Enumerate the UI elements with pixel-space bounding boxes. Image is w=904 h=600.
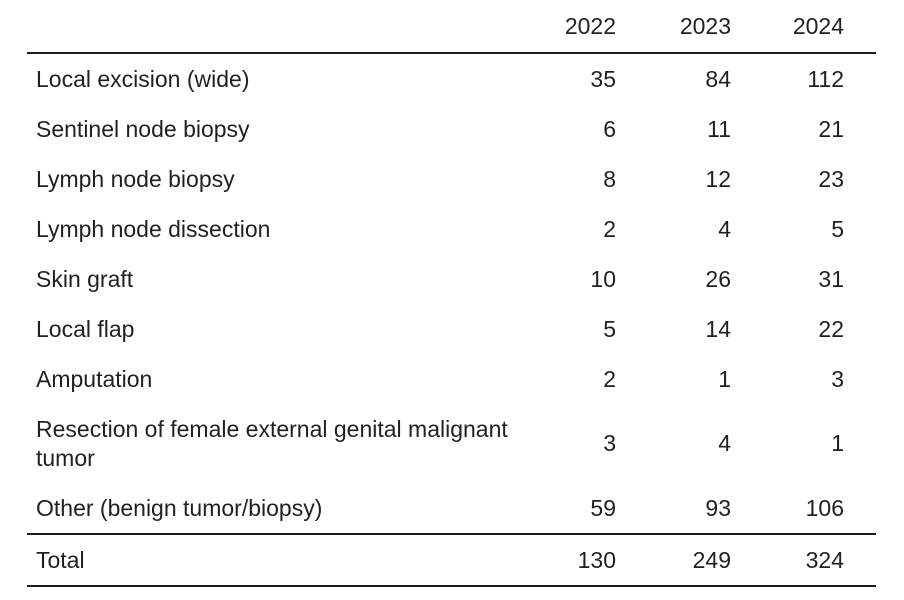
cell-value: 84: [705, 65, 731, 92]
table-row: Resection of female external genital mal…: [27, 404, 876, 483]
cell-value: 5: [831, 215, 844, 242]
total-label: Total: [27, 533, 520, 587]
procedures-by-year-table: 2022 2023 2024 Local excision (wide) 35 …: [27, 0, 876, 587]
cell-value: 12: [705, 165, 731, 192]
cell-value: 1: [831, 430, 844, 456]
cell-value: 59: [590, 494, 616, 521]
header-year-2022: 2022: [520, 0, 616, 54]
cell-value: 2: [603, 365, 616, 392]
cell-value: 3: [603, 430, 616, 456]
cell-value: 1: [718, 365, 731, 392]
cell-value: 5: [603, 315, 616, 342]
cell-value: 8: [603, 165, 616, 192]
cell-value: 3: [831, 365, 844, 392]
row-label: Resection of female external genital mal…: [36, 415, 508, 471]
row-label: Sentinel node biopsy: [36, 115, 250, 142]
cell-value: 4: [718, 430, 731, 456]
cell-value: 11: [707, 115, 731, 142]
table-row: Sentinel node biopsy 6 11 21: [27, 104, 876, 154]
table-row: Local excision (wide) 35 84 112: [27, 53, 876, 104]
header-year-2024: 2024: [731, 0, 876, 54]
cell-value: 26: [705, 265, 731, 292]
table-row: Skin graft 10 26 31: [27, 254, 876, 304]
total-value: 130: [520, 533, 616, 587]
table-total-row: Total 130 249 324: [27, 533, 876, 587]
row-label: Lymph node biopsy: [36, 165, 235, 192]
cell-value: 2: [603, 215, 616, 242]
cell-value: 14: [705, 315, 731, 342]
table-row: Local flap 5 14 22: [27, 304, 876, 354]
cell-value: 93: [705, 494, 731, 521]
total-value: 249: [616, 533, 731, 587]
cell-value: 10: [590, 265, 616, 292]
row-label: Lymph node dissection: [36, 215, 271, 242]
header-empty-cell: [27, 0, 520, 54]
cell-value: 21: [818, 115, 844, 142]
cell-value: 22: [818, 315, 844, 342]
cell-value: 31: [818, 265, 844, 292]
row-label: Other (benign tumor/biopsy): [36, 494, 323, 521]
cell-value: 112: [807, 65, 844, 92]
row-label: Local flap: [36, 315, 135, 342]
cell-value: 106: [805, 494, 844, 521]
table-header-row: 2022 2023 2024: [27, 0, 876, 54]
header-year-2023: 2023: [616, 0, 731, 54]
row-label: Amputation: [36, 365, 153, 392]
table-row: Other (benign tumor/biopsy) 59 93 106: [27, 483, 876, 534]
row-label: Local excision (wide): [36, 65, 250, 92]
cell-value: 23: [818, 165, 844, 192]
row-label: Skin graft: [36, 265, 134, 292]
cell-value: 35: [590, 65, 616, 92]
table-row: Amputation 2 1 3: [27, 354, 876, 404]
table-row: Lymph node dissection 2 4 5: [27, 204, 876, 254]
table-row: Lymph node biopsy 8 12 23: [27, 154, 876, 204]
cell-value: 6: [603, 115, 616, 142]
cell-value: 4: [718, 215, 731, 242]
total-value: 324: [731, 533, 876, 587]
